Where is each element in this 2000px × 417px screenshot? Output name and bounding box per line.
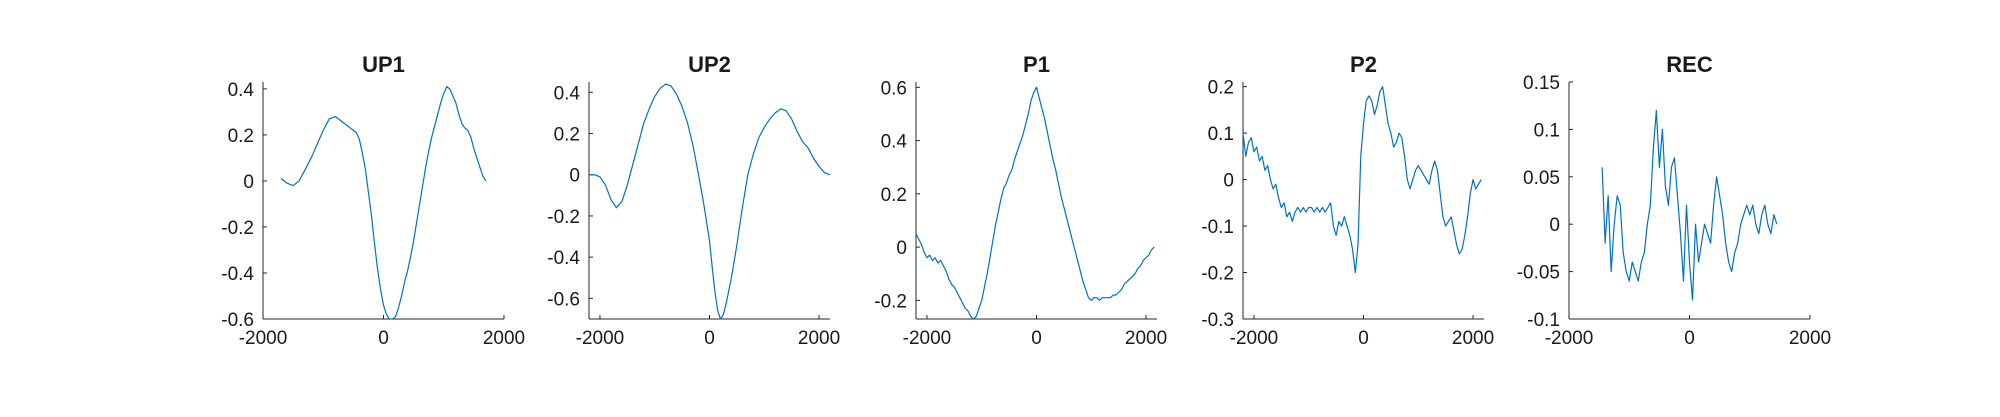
y-tick-label: 0 [569, 166, 580, 187]
series-line [1242, 86, 1482, 274]
chart-panel-up2: UP2 -2000 0 2000 -0.6 -0.4 -0.2 0 0.2 0.4 [547, 52, 840, 349]
x-tick-label: -2000 [576, 328, 625, 349]
y-tick-label: 0.2 [1208, 78, 1234, 99]
y-tick-label: -0.2 [221, 218, 254, 239]
y-tick-label: 0.4 [228, 80, 255, 101]
x-tick-label: 2000 [798, 328, 840, 349]
chart-title: P2 [1350, 52, 1377, 77]
chart-title: REC [1666, 52, 1713, 77]
y-tick-label: 0 [243, 172, 254, 193]
series-line [1601, 109, 1778, 301]
x-tick-label: -2000 [903, 328, 952, 349]
x-tick-label: 2000 [1125, 328, 1167, 349]
y-tick-label: 0.2 [554, 125, 580, 146]
y-tick-label: -0.3 [1201, 310, 1234, 331]
x-tick-label: 2000 [483, 328, 525, 349]
y-tick-label: -0.1 [1201, 217, 1234, 238]
x-tick-label: 0 [378, 328, 389, 349]
chart-title: P1 [1023, 52, 1050, 77]
chart-panel-p2: P2 -2000 0 2000 -0.3 -0.2 -0.1 0 0.1 0.2 [1201, 52, 1494, 349]
y-tick-label: -0.6 [221, 310, 254, 331]
x-tick-label: 2000 [1452, 328, 1494, 349]
x-tick-label: 2000 [1789, 328, 1831, 349]
y-tick-label: -0.2 [1201, 264, 1234, 285]
x-tick-label: -2000 [1230, 328, 1279, 349]
y-tick-label: -0.4 [547, 248, 580, 269]
y-tick-label: -0.4 [221, 264, 254, 285]
y-tick-label: 0.1 [1208, 124, 1234, 145]
y-tick-label: -0.2 [874, 291, 907, 312]
y-tick-label: 0.05 [1523, 168, 1560, 189]
y-tick-label: 0.6 [881, 78, 907, 99]
y-tick-label: 0.2 [228, 126, 254, 147]
series-line [589, 83, 831, 320]
x-tick-label: -2000 [1545, 328, 1594, 349]
y-tick-label: -0.05 [1517, 263, 1560, 284]
y-tick-label: 0.4 [881, 132, 908, 153]
y-tick-label: 0.2 [881, 185, 907, 206]
y-tick-label: 0 [1223, 171, 1234, 192]
y-tick-label: 0.1 [1534, 120, 1560, 141]
x-tick-label: -2000 [239, 328, 288, 349]
y-tick-label: 0.4 [554, 83, 581, 104]
y-tick-label: 0 [1549, 215, 1560, 236]
y-tick-label: -0.1 [1527, 310, 1560, 331]
chart-panel-p1: P1 -2000 0 2000 -0.2 0 0.2 0.4 0.6 [874, 52, 1167, 349]
x-tick-label: 0 [1358, 328, 1369, 349]
chart-panel-up1: UP1 -2000 0 2000 -0.6 -0.4 -0.2 0 0.2 0.4 [221, 52, 525, 349]
y-tick-label: -0.6 [547, 289, 580, 310]
y-tick-label: 0 [896, 238, 907, 259]
x-tick-label: 0 [1684, 328, 1695, 349]
series-line [915, 86, 1155, 320]
chart-panel-rec: REC -2000 0 2000 -0.1 -0.05 0 0.05 0.1 0.15 [1517, 52, 1831, 349]
x-tick-label: 0 [1031, 328, 1042, 349]
x-tick-label: 0 [704, 328, 715, 349]
y-tick-label: -0.2 [547, 207, 580, 228]
series-line [280, 85, 487, 320]
chart-title: UP1 [362, 52, 405, 77]
chart-title: UP2 [688, 52, 731, 77]
y-tick-label: 0.15 [1523, 73, 1560, 94]
